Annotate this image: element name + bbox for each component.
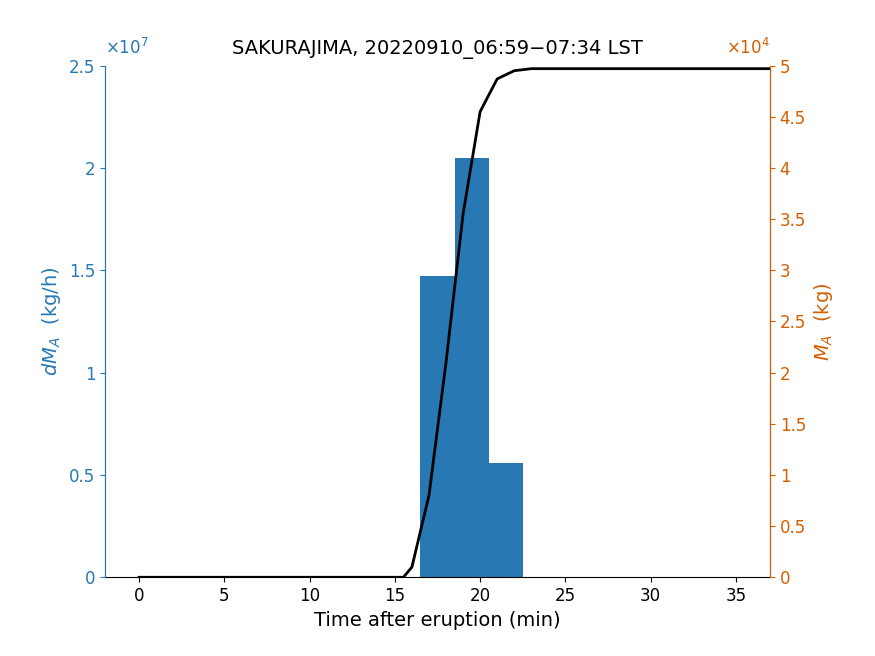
Y-axis label: $dM_A$  (kg/h): $dM_A$ (kg/h) [40,266,63,377]
Bar [488,462,522,577]
Title: SAKURAJIMA, 20220910_06:59−07:34 LST: SAKURAJIMA, 20220910_06:59−07:34 LST [232,41,643,60]
Text: $\times 10^4$: $\times 10^4$ [726,38,770,58]
Y-axis label: $M_A$  (kg): $M_A$ (kg) [812,282,835,361]
Text: $\times 10^7$: $\times 10^7$ [105,38,149,58]
Bar [421,276,454,577]
X-axis label: Time after eruption (min): Time after eruption (min) [314,611,561,630]
Bar [454,157,488,577]
